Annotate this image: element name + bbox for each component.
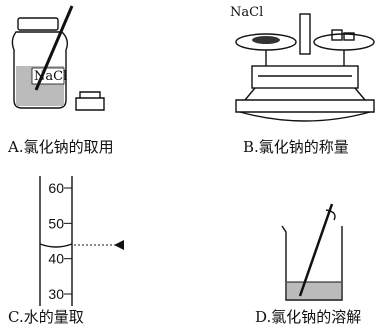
reagent-label: NaCl <box>230 5 263 20</box>
scale-label: 30 <box>48 286 64 302</box>
caption: B.氯化钠的称量 <box>243 138 349 156</box>
beaker <box>281 203 343 301</box>
caption: C.水的量取 <box>8 308 84 326</box>
caption: D.氯化钠的溶解 <box>255 308 361 326</box>
balance <box>235 13 375 122</box>
scale-label: 40 <box>48 251 64 267</box>
cylinder <box>39 176 124 306</box>
scale-label: 60 <box>48 180 64 196</box>
caption: A.氯化钠的取用 <box>7 138 114 156</box>
jar <box>11 5 105 111</box>
scale-label: 50 <box>48 215 64 231</box>
jar-label: NaCl <box>34 69 67 84</box>
